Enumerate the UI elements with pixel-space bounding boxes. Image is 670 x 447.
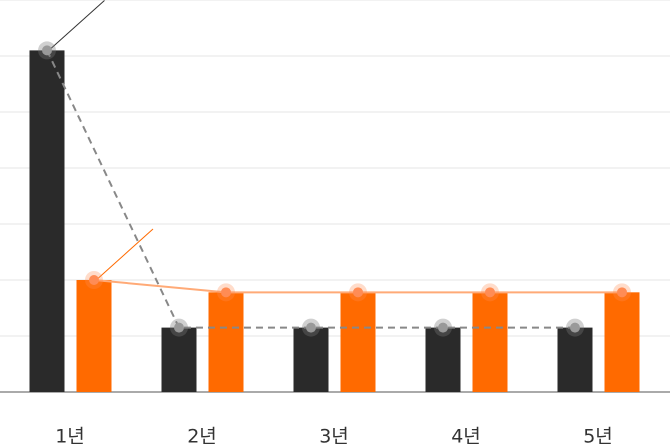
point xyxy=(89,275,99,285)
point xyxy=(306,322,316,333)
bar xyxy=(604,292,640,392)
x-tick-label: 4년 xyxy=(451,426,481,447)
bar xyxy=(208,292,244,392)
point xyxy=(438,322,448,333)
point xyxy=(42,45,52,56)
bar xyxy=(293,327,329,392)
point xyxy=(174,322,184,333)
point xyxy=(617,287,627,298)
bar xyxy=(472,292,508,392)
bar xyxy=(161,327,197,392)
annotation-leader xyxy=(46,0,106,53)
bar xyxy=(76,280,112,392)
point xyxy=(221,287,231,298)
trend-line xyxy=(46,49,575,329)
x-tick-label: 5년 xyxy=(583,426,613,447)
point xyxy=(485,287,495,298)
bar xyxy=(557,327,593,392)
point xyxy=(353,287,363,298)
bar xyxy=(425,327,461,392)
bar xyxy=(29,50,65,393)
x-tick-label: 2년 xyxy=(187,426,217,447)
x-tick-label: 3년 xyxy=(319,426,349,447)
point xyxy=(570,322,580,333)
annotation-leader xyxy=(93,228,154,283)
x-tick-label: 1년 xyxy=(55,426,85,447)
bar xyxy=(340,292,376,392)
